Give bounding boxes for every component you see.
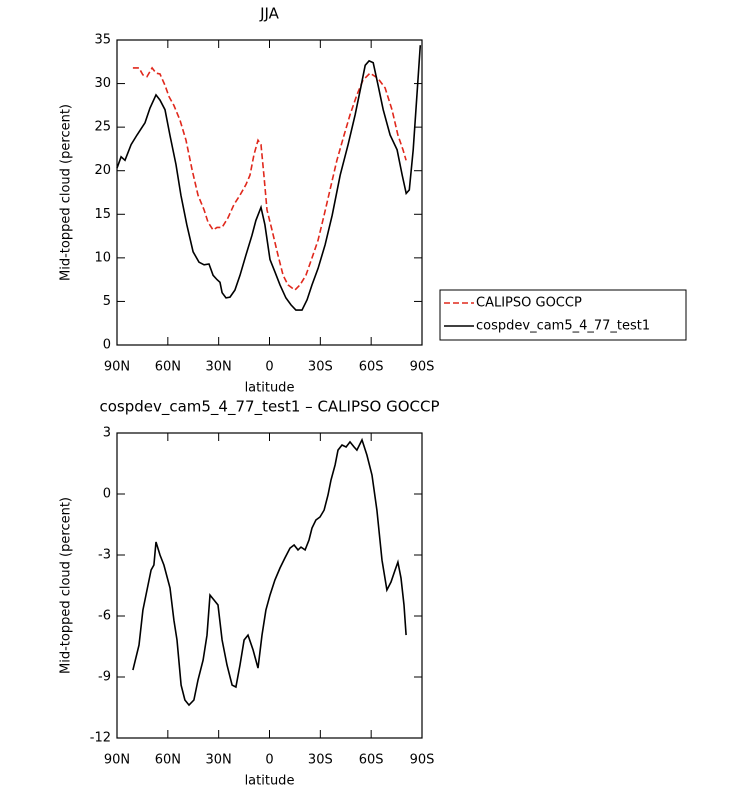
x-tick-label: 30S bbox=[308, 360, 333, 375]
x-tick-label: 60N bbox=[155, 753, 181, 768]
legend: CALIPSO GOCCP cospdev_cam5_4_77_test1 bbox=[439, 289, 687, 341]
x-tick-label: 0 bbox=[265, 753, 273, 768]
legend-label: cospdev_cam5_4_77_test1 bbox=[476, 319, 650, 334]
y-tick-label: -6 bbox=[98, 609, 111, 624]
y-tick-label: 0 bbox=[103, 338, 111, 353]
x-tick-label: 0 bbox=[265, 360, 273, 375]
y-tick-label: -9 bbox=[98, 670, 111, 685]
y-axis-label: Mid-topped cloud (percent) bbox=[59, 497, 74, 674]
x-tick-label: 30N bbox=[206, 360, 232, 375]
y-tick-label: -12 bbox=[90, 731, 111, 746]
x-tick-label: 30N bbox=[206, 753, 232, 768]
y-tick-label: 15 bbox=[94, 207, 111, 222]
y-tick-label: 5 bbox=[103, 294, 111, 309]
y-tick-label: 0 bbox=[103, 487, 111, 502]
x-tick-label: 60N bbox=[155, 360, 181, 375]
legend-box bbox=[439, 289, 687, 341]
chart-title: cospdev_cam5_4_77_test1 – CALIPSO GOCCP bbox=[99, 398, 439, 417]
y-tick-label: 20 bbox=[94, 163, 111, 178]
x-tick-label: 90S bbox=[410, 360, 435, 375]
x-tick-label: 90N bbox=[104, 753, 130, 768]
x-tick-label: 90N bbox=[104, 360, 130, 375]
plot-frame bbox=[116, 432, 423, 739]
x-axis-label: latitude bbox=[245, 381, 295, 396]
plot-frame bbox=[116, 39, 423, 346]
y-tick-label: 25 bbox=[94, 120, 111, 135]
chart-title: JJA bbox=[259, 5, 280, 23]
y-axis-label: Mid-topped cloud (percent) bbox=[59, 104, 74, 281]
y-tick-label: 35 bbox=[94, 33, 111, 48]
plot: JJA latitude Mid-topped cloud (percent) 90N… bbox=[59, 5, 687, 396]
y-tick-label: 10 bbox=[94, 250, 111, 265]
x-tick-label: 90S bbox=[410, 753, 435, 768]
x-axis-label: latitude bbox=[245, 774, 295, 789]
data-line bbox=[132, 437, 407, 707]
data-line bbox=[132, 66, 407, 292]
x-tick-label: 30S bbox=[308, 753, 333, 768]
x-tick-label: 60S bbox=[359, 753, 384, 768]
y-tick-label: 30 bbox=[94, 76, 111, 91]
y-tick-label: -3 bbox=[98, 548, 111, 563]
x-tick-label: 60S bbox=[359, 360, 384, 375]
y-tick-label: 3 bbox=[103, 426, 111, 441]
data-line bbox=[116, 45, 422, 311]
plot: cospdev_cam5_4_77_test1 – CALIPSO GOCCP l… bbox=[59, 398, 440, 789]
legend-label: CALIPSO GOCCP bbox=[476, 296, 582, 311]
